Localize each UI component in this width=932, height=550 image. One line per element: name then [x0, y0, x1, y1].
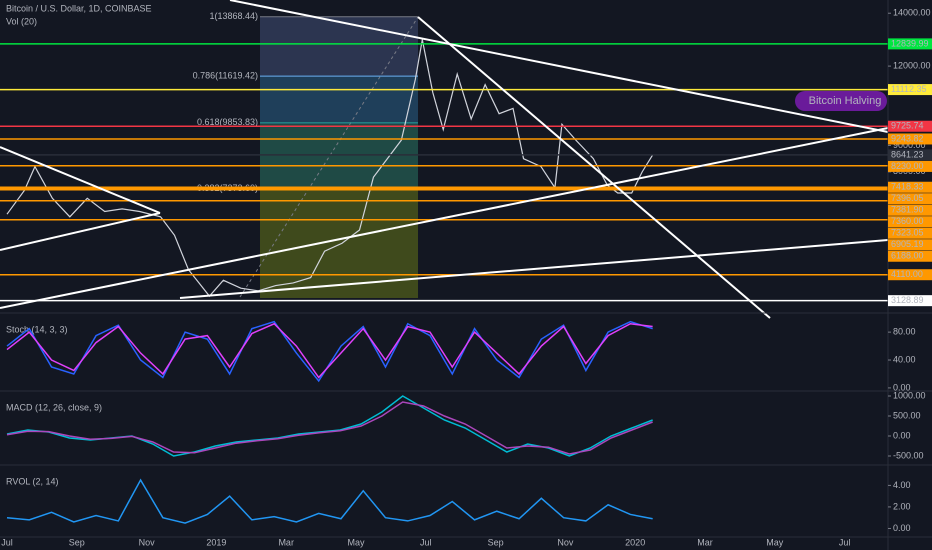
level-label-bg: [888, 239, 932, 251]
price-tick-label: 9000.00: [893, 140, 926, 150]
fib-zone: [260, 124, 418, 190]
level-label: 7396.05: [891, 193, 924, 203]
level-label: 7381.90: [891, 205, 924, 215]
price-tick-label: 12000.00: [893, 60, 931, 70]
time-label: May: [766, 537, 784, 547]
pane-tick-label: 500.00: [893, 410, 921, 420]
fib-label: 1(13868.44): [209, 11, 258, 21]
pane-tick-label: 0.00: [893, 430, 911, 440]
price-pane: [239, 16, 419, 298]
level-label-bg: [888, 193, 932, 205]
level-label-bg: [888, 133, 932, 145]
level-label: 3128.89: [891, 295, 924, 305]
level-label-bg: [888, 269, 932, 281]
fib-label: 0.786(11619.42): [193, 71, 258, 81]
time-label: Nov: [557, 537, 574, 547]
pane-title: Stoch (14, 3, 3): [6, 324, 68, 334]
trendline: [179, 239, 889, 299]
pane-tick-label: 4.00: [893, 480, 911, 490]
trendlines: [0, 0, 889, 319]
level-label-bg: [888, 295, 932, 307]
indicator-line: [6, 320, 653, 383]
level-label-bg: [888, 227, 932, 239]
trendline: [0, 146, 161, 214]
level-label-bg: [888, 120, 932, 132]
level-label: 8641.23: [891, 149, 924, 159]
level-label-bg: [888, 149, 932, 161]
level-label: 6188.00: [891, 251, 924, 261]
level-label: 8230.00: [891, 161, 924, 171]
time-label: Jul: [839, 537, 851, 547]
volume-label: Vol (20): [6, 16, 37, 26]
level-label-bg: [888, 250, 932, 262]
pane-tick-label: 0.00: [893, 382, 911, 392]
time-label: 2020: [625, 537, 645, 547]
pane-tick-label: 0.00: [893, 523, 911, 533]
indicator-line: [6, 401, 653, 455]
fib-zone: [260, 17, 418, 77]
pane-title: RVOL (2, 14): [6, 476, 59, 486]
level-label: 7360.00: [891, 216, 924, 226]
trendline: [229, 0, 889, 133]
level-label-bg: [888, 216, 932, 228]
price-line: [6, 39, 654, 298]
level-label: 7323.05: [891, 228, 924, 238]
pane-tick-label: -500.00: [893, 450, 924, 460]
fib-label: 0.618(9853.83): [197, 117, 258, 127]
time-label: Mar: [697, 537, 713, 547]
time-label: Sep: [488, 537, 504, 547]
time-label: Mar: [278, 537, 294, 547]
indicator-line: [6, 322, 653, 379]
trendline: [0, 212, 161, 251]
time-label: Sep: [69, 537, 85, 547]
level-label: 9725.74: [891, 121, 924, 131]
level-label-bg: [888, 160, 932, 172]
level-label: 12839.99: [891, 38, 929, 48]
level-label-bg: [888, 181, 932, 193]
time-label: 2019: [206, 537, 226, 547]
level-label-bg: [888, 204, 932, 216]
annotation: Bitcoin Halving: [809, 95, 882, 107]
trendline: [0, 127, 889, 309]
time-label: Nov: [139, 537, 156, 547]
level-label-bg: [888, 84, 932, 96]
price-tick-label: 14000.00: [893, 8, 931, 18]
fib-trend: [239, 16, 419, 298]
level-label: 6905.19: [891, 239, 924, 249]
level-label: 7418.33: [891, 182, 924, 192]
time-label: Jul: [420, 537, 432, 547]
indicator-line: [6, 478, 653, 524]
time-label: May: [347, 537, 365, 547]
pane-tick-label: 40.00: [893, 354, 916, 364]
fib-zone: [260, 77, 418, 124]
level-label: 11112.35: [891, 84, 927, 94]
time-label: Jul: [1, 537, 13, 547]
level-label: 4110.00: [891, 269, 923, 279]
pane-tick-label: 80.00: [893, 327, 916, 337]
pane-title: MACD (12, 26, close, 9): [6, 402, 102, 412]
annotation-bubble: [795, 91, 887, 111]
symbol-title: Bitcoin / U.S. Dollar, 1D, COINBASE: [6, 3, 152, 13]
level-label-bg: [888, 38, 932, 50]
trendline: [417, 16, 771, 319]
pane-tick-label: 1000.00: [893, 390, 926, 400]
pane-tick-label: 2.00: [893, 501, 911, 511]
level-label: 9243.82: [891, 133, 924, 143]
